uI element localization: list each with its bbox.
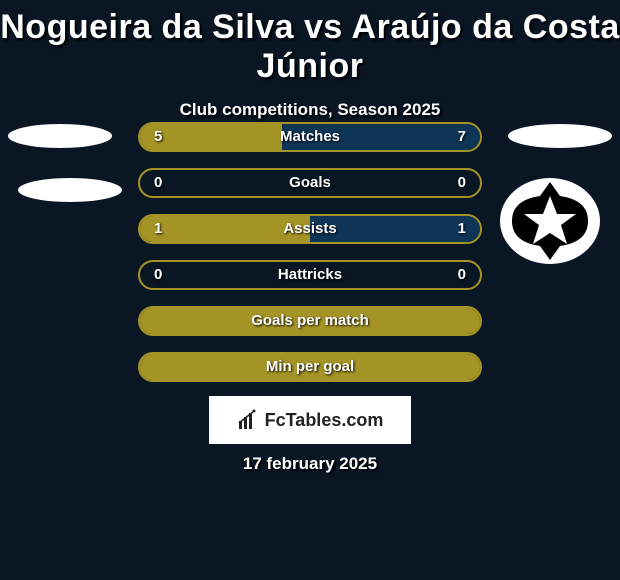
stat-row: 0Goals0: [138, 168, 482, 198]
player-left-avatar: [8, 124, 112, 148]
chart-icon: [237, 409, 259, 431]
subtitle: Club competitions, Season 2025: [0, 100, 620, 120]
stat-value-right: 7: [458, 124, 466, 150]
stat-label: Min per goal: [140, 354, 480, 380]
botafogo-star-icon: [500, 178, 600, 264]
stat-label: Goals: [140, 170, 480, 196]
club-left-logo: [18, 178, 122, 202]
club-right-logo: [500, 178, 600, 264]
stat-row: Goals per match: [138, 306, 482, 336]
stat-row: 0Hattricks0: [138, 260, 482, 290]
comparison-card: Nogueira da Silva vs Araújo da Costa Jún…: [0, 0, 620, 580]
stat-label: Hattricks: [140, 262, 480, 288]
stats-table: 5Matches70Goals01Assists10Hattricks0Goal…: [138, 122, 482, 398]
stat-row: 1Assists1: [138, 214, 482, 244]
page-title: Nogueira da Silva vs Araújo da Costa Jún…: [0, 0, 620, 86]
stat-row: Min per goal: [138, 352, 482, 382]
footer-brand[interactable]: FcTables.com: [209, 396, 411, 444]
stat-label: Matches: [140, 124, 480, 150]
player-right-avatar: [508, 124, 612, 148]
stat-value-right: 1: [458, 216, 466, 242]
date-text: 17 february 2025: [0, 454, 620, 474]
stat-label: Assists: [140, 216, 480, 242]
stat-value-right: 0: [458, 170, 466, 196]
stat-value-right: 0: [458, 262, 466, 288]
stat-row: 5Matches7: [138, 122, 482, 152]
footer-brand-text: FcTables.com: [265, 410, 384, 431]
stat-label: Goals per match: [140, 308, 480, 334]
